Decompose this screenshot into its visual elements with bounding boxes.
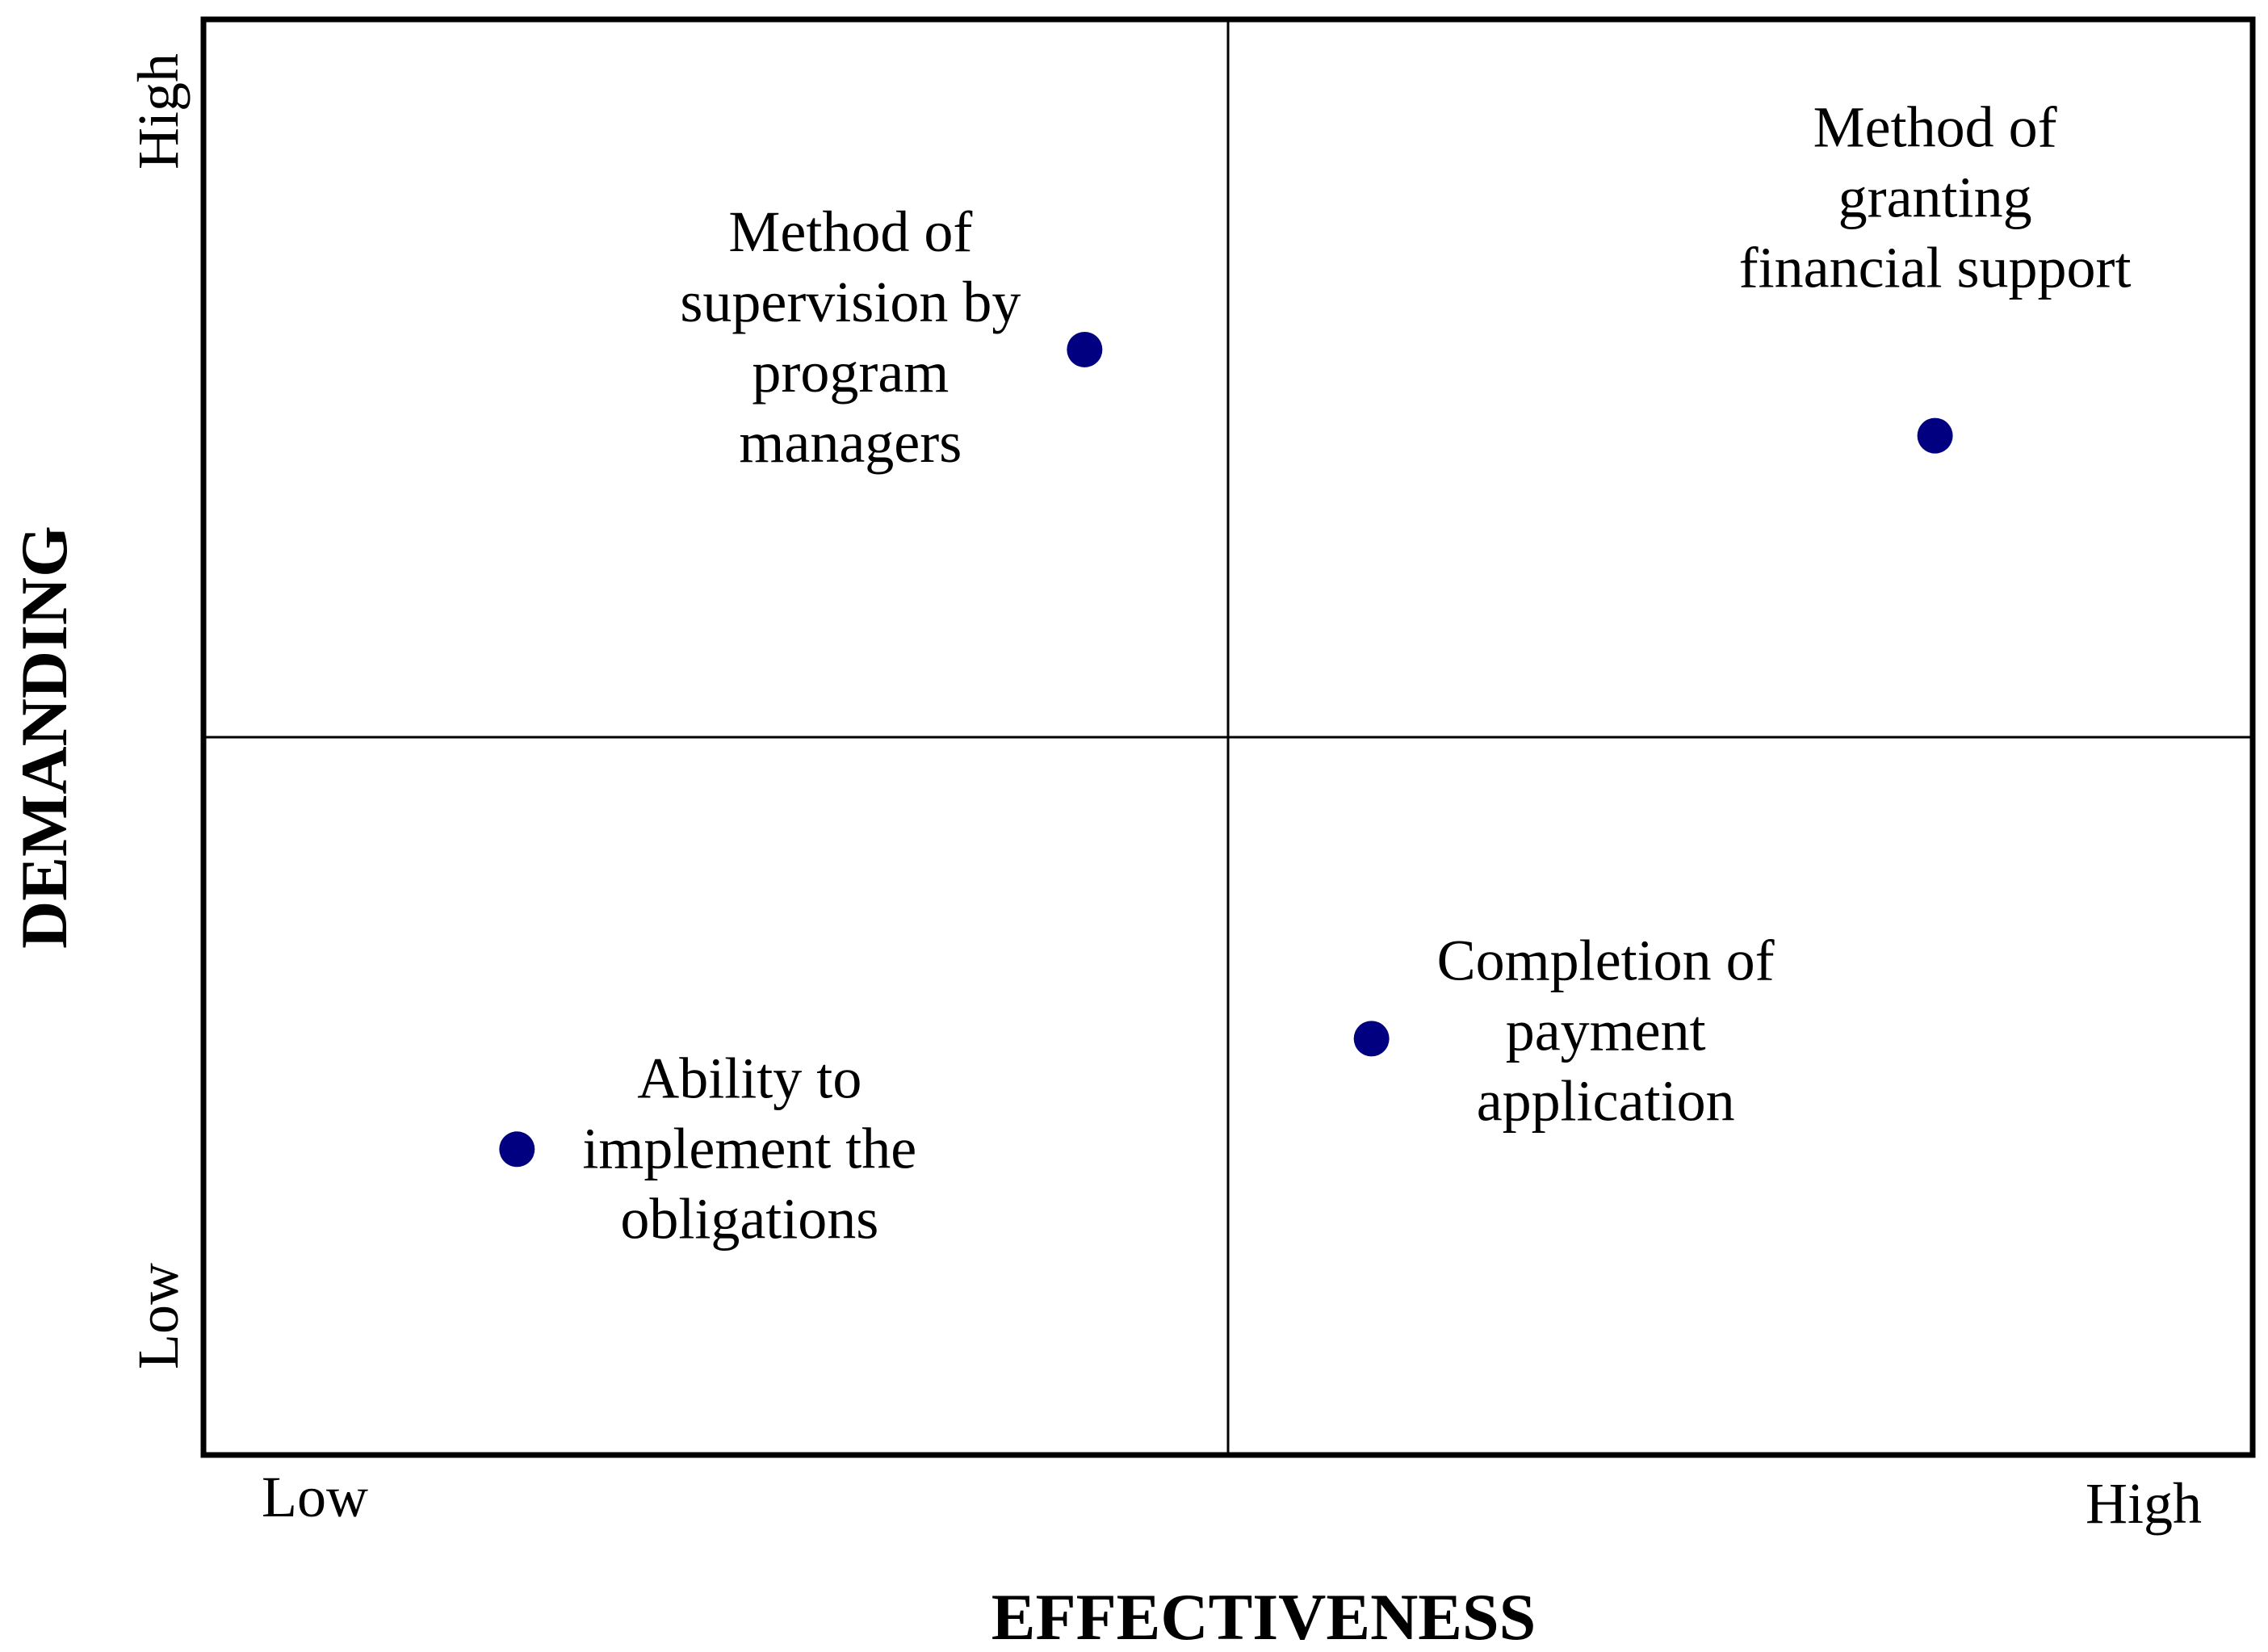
- y-tick-label-high: High: [126, 53, 191, 170]
- data-point-label-line: application: [1477, 1068, 1735, 1133]
- data-point-label-line: supervision by: [680, 270, 1021, 334]
- y-axis-title: DEMANDING: [7, 526, 81, 949]
- data-point: [1917, 417, 1953, 454]
- quadrant-divider-lines: [203, 19, 2253, 1455]
- data-point-label-line: Ability to: [637, 1046, 862, 1110]
- data-points: [499, 331, 1953, 1168]
- data-point-label-line: Method of: [728, 199, 972, 264]
- data-point-label: Ability to implement the obligations: [582, 1046, 916, 1251]
- data-point-label-line: financial support: [1739, 236, 2132, 300]
- plot-frame: [200, 16, 2256, 1458]
- data-point-label-line: Completion of: [1437, 928, 1775, 992]
- x-axis-title: EFFECTIVENESS: [991, 1580, 1536, 1652]
- data-point-label: Method of supervision by program managers: [680, 199, 1021, 475]
- data-point-label-line: Method of: [1813, 95, 2057, 160]
- data-point-label-line: managers: [739, 410, 962, 475]
- data-point-label-line: payment: [1506, 998, 1706, 1063]
- data-point-label: Completion of payment application: [1437, 928, 1775, 1133]
- data-point-label-line: implement the: [582, 1116, 916, 1180]
- data-point-label-line: granting: [1838, 166, 2032, 230]
- data-point-label: Method of granting financial support: [1739, 95, 2132, 300]
- y-tick-label-low: Low: [126, 1263, 191, 1369]
- x-tick-label-high: High: [2086, 1471, 2202, 1536]
- data-point: [1067, 331, 1103, 367]
- data-point: [1353, 1021, 1390, 1057]
- data-point: [499, 1131, 535, 1168]
- data-point-labels: Method of supervision by program managersMe…: [582, 95, 2131, 1252]
- data-point-label-line: program: [752, 340, 949, 405]
- x-tick-label-low: Low: [262, 1465, 368, 1529]
- data-point-label-line: obligations: [620, 1186, 878, 1251]
